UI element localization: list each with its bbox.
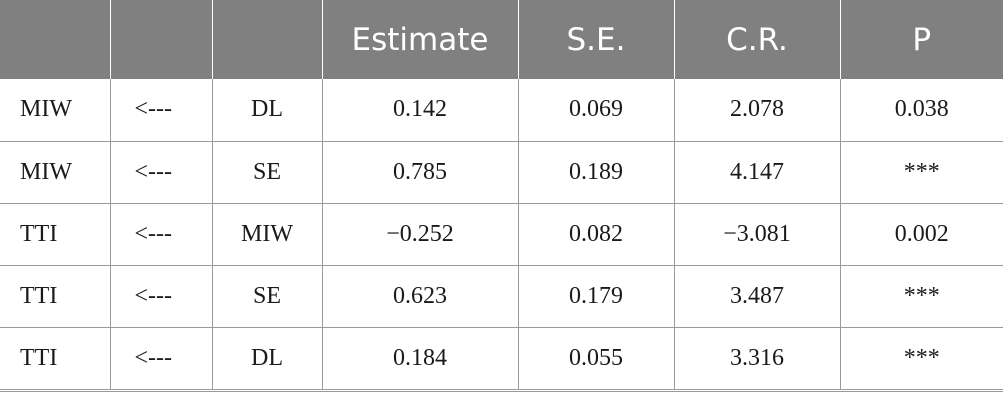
cell-estimate: 0.623: [321, 264, 519, 328]
cell-arrow: <---: [109, 326, 213, 390]
cell-p: 0.002: [839, 202, 1003, 266]
regression-weights-table: Estimate S.E. C.R. P MIW <--- DL 0.142 0…: [0, 0, 1003, 390]
table-header: Estimate S.E. C.R. P: [0, 0, 1003, 79]
cell-dependent: TTI: [0, 264, 111, 328]
cell-predictor: MIW: [211, 202, 323, 266]
cell-dependent: MIW: [0, 140, 111, 204]
cell-cr: 2.078: [673, 79, 841, 142]
cell-p: ***: [839, 140, 1003, 204]
header-cell-dependent: [0, 0, 110, 79]
table-row: MIW <--- DL 0.142 0.069 2.078 0.038: [0, 79, 1003, 142]
cell-p: ***: [839, 326, 1003, 390]
header-cell-cr: C.R.: [673, 0, 840, 79]
cell-cr: 3.316: [673, 326, 841, 390]
header-cell-se: S.E.: [517, 0, 674, 79]
cell-se: 0.179: [517, 264, 675, 328]
table-row: TTI <--- SE 0.623 0.179 3.487 ***: [0, 264, 1003, 328]
cell-predictor: DL: [211, 79, 323, 142]
cell-se: 0.082: [517, 202, 675, 266]
cell-se: 0.189: [517, 140, 675, 204]
cell-cr: 4.147: [673, 140, 841, 204]
cell-p: ***: [839, 264, 1003, 328]
cell-cr: 3.487: [673, 264, 841, 328]
cell-arrow: <---: [109, 264, 213, 328]
cell-se: 0.055: [517, 326, 675, 390]
table-row: TTI <--- DL 0.184 0.055 3.316 ***: [0, 326, 1003, 390]
cell-dependent: TTI: [0, 326, 111, 390]
table-body: MIW <--- DL 0.142 0.069 2.078 0.038 MIW …: [0, 79, 1003, 390]
header-row: Estimate S.E. C.R. P: [0, 0, 1003, 79]
header-cell-estimate: Estimate: [321, 0, 518, 79]
cell-dependent: TTI: [0, 202, 111, 266]
cell-estimate: 0.184: [321, 326, 519, 390]
cell-estimate: 0.785: [321, 140, 519, 204]
cell-se: 0.069: [517, 79, 675, 142]
table-row: MIW <--- SE 0.785 0.189 4.147 ***: [0, 140, 1003, 204]
cell-arrow: <---: [109, 140, 213, 204]
table-row: TTI <--- MIW −0.252 0.082 −3.081 0.002: [0, 202, 1003, 266]
cell-cr: −3.081: [673, 202, 841, 266]
cell-predictor: SE: [211, 140, 323, 204]
cell-estimate: −0.252: [321, 202, 519, 266]
cell-arrow: <---: [109, 202, 213, 266]
cell-predictor: DL: [211, 326, 323, 390]
header-cell-arrow: [109, 0, 212, 79]
header-cell-p: P: [839, 0, 1003, 79]
cell-arrow: <---: [109, 79, 213, 142]
cell-predictor: SE: [211, 264, 323, 328]
cell-estimate: 0.142: [321, 79, 519, 142]
cell-p: 0.038: [839, 79, 1003, 142]
table-bottom-border: [0, 391, 1003, 392]
cell-dependent: MIW: [0, 79, 111, 142]
header-cell-predictor: [211, 0, 322, 79]
